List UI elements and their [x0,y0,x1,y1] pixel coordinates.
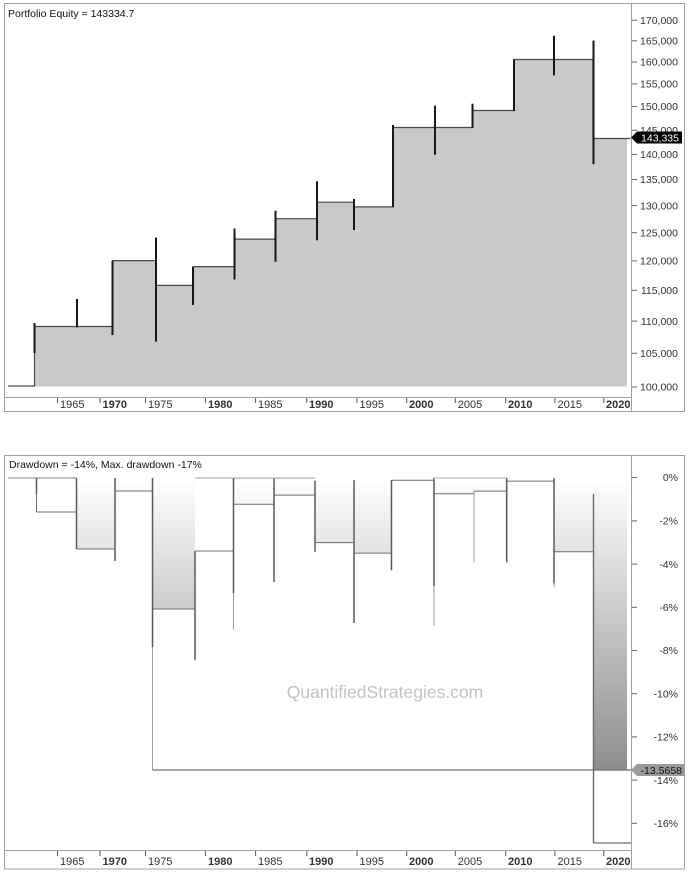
svg-text:125,000: 125,000 [640,227,678,239]
svg-text:2000: 2000 [409,856,433,868]
svg-text:1970: 1970 [103,856,127,868]
svg-text:1990: 1990 [309,399,333,411]
svg-text:-14%: -14% [653,775,678,787]
svg-text:1975: 1975 [148,399,172,411]
svg-text:1995: 1995 [360,856,384,868]
svg-text:130,000: 130,000 [640,200,678,212]
svg-text:2020: 2020 [606,399,630,411]
svg-text:-12%: -12% [653,732,678,744]
svg-text:1985: 1985 [258,856,282,868]
svg-text:2005: 2005 [458,856,482,868]
svg-text:135,000: 135,000 [640,174,678,186]
svg-text:110,000: 110,000 [641,316,678,328]
svg-text:1975: 1975 [148,856,172,868]
svg-text:2010: 2010 [508,856,532,868]
svg-text:1980: 1980 [208,856,232,868]
svg-text:115,000: 115,000 [641,285,678,297]
svg-text:160,000: 160,000 [640,57,678,69]
svg-text:1980: 1980 [208,399,232,411]
svg-text:0%: 0% [663,472,678,484]
svg-text:143,335: 143,335 [641,133,679,145]
svg-text:2020: 2020 [606,856,630,868]
svg-text:165,000: 165,000 [640,36,678,48]
svg-text:120,000: 120,000 [640,256,678,268]
svg-text:105,000: 105,000 [640,348,678,360]
svg-text:150,000: 150,000 [640,101,678,113]
svg-text:2015: 2015 [558,399,582,411]
svg-text:2000: 2000 [409,399,433,411]
svg-text:-2%: -2% [659,516,678,528]
svg-text:1990: 1990 [309,856,333,868]
svg-text:Portfolio Equity = 143334.7: Portfolio Equity = 143334.7 [8,8,135,20]
svg-text:1970: 1970 [103,399,127,411]
svg-text:1965: 1965 [60,856,84,868]
svg-text:-8%: -8% [659,645,678,657]
svg-text:-4%: -4% [659,559,678,571]
svg-text:-6%: -6% [659,602,678,614]
svg-text:QuantifiedStrategies.com: QuantifiedStrategies.com [287,682,484,702]
svg-text:Drawdown = -14%, Max. drawdown: Drawdown = -14%, Max. drawdown -17% [9,459,202,471]
svg-text:-13.5658: -13.5658 [641,765,683,777]
svg-text:-16%: -16% [653,818,678,830]
svg-text:155,000: 155,000 [640,79,678,91]
svg-text:2015: 2015 [558,856,582,868]
svg-text:1985: 1985 [258,399,282,411]
svg-text:1995: 1995 [360,399,384,411]
svg-text:140,000: 140,000 [640,149,678,161]
svg-text:2005: 2005 [458,399,482,411]
svg-text:1965: 1965 [60,399,84,411]
svg-text:170,000: 170,000 [640,15,678,27]
svg-text:-10%: -10% [653,688,678,700]
svg-text:100,000: 100,000 [640,382,678,394]
svg-text:2010: 2010 [508,399,532,411]
